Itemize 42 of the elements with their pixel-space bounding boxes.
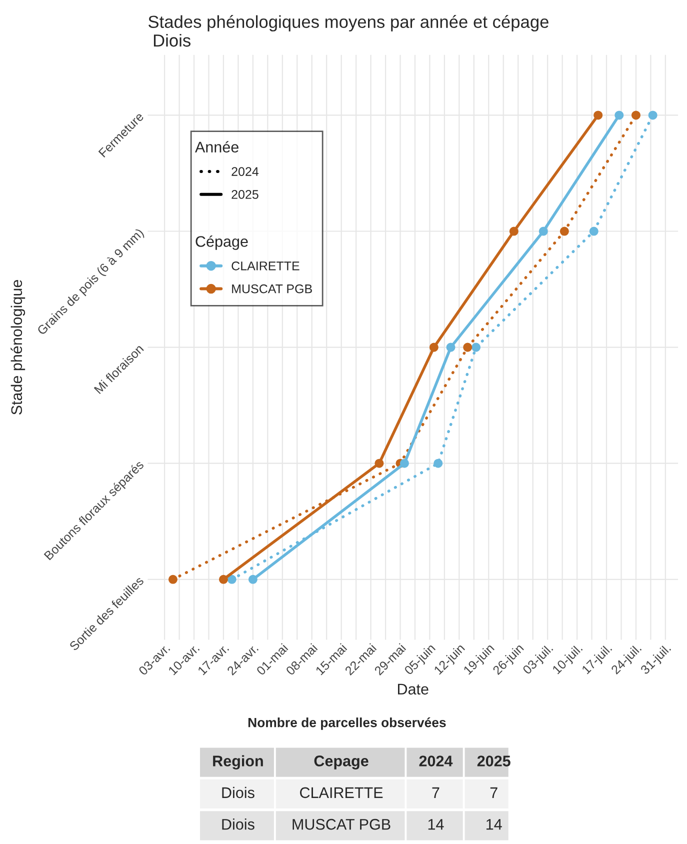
- legend-label: 2025: [232, 190, 258, 199]
- text: 14: [428, 819, 444, 830]
- text: Diois: [222, 818, 254, 830]
- point: [168, 574, 178, 584]
- text: Année: [195, 141, 238, 153]
- category-label: 2024: [419, 756, 453, 766]
- legend-label: 2024: [232, 167, 259, 176]
- category-label: 2025: [477, 756, 510, 766]
- point: [560, 226, 569, 236]
- point: [374, 458, 384, 468]
- point: [589, 226, 598, 236]
- x-axis-title: Date: [398, 684, 428, 695]
- point: [227, 574, 236, 584]
- point: [538, 226, 548, 236]
- text: Nombre de parcelles observées: [248, 717, 446, 730]
- text: Cépage: [196, 235, 248, 250]
- legend-label: CLAIRETTE: [232, 261, 300, 270]
- point: [594, 110, 603, 120]
- point: [429, 342, 438, 352]
- point: [472, 342, 481, 352]
- point: [218, 574, 228, 584]
- point: [509, 226, 518, 236]
- chart-subtitle: Diois: [154, 34, 190, 47]
- legend-label: MUSCAT PGB: [232, 284, 312, 294]
- text: Diois: [222, 786, 254, 798]
- chart-title: Stades phénologiques moyens par année et cépage: [148, 15, 548, 32]
- point: [446, 342, 456, 352]
- point: [614, 110, 624, 120]
- y-axis-title: Stade phénologique: [10, 280, 26, 415]
- text: 7: [490, 787, 498, 798]
- point: [434, 458, 443, 468]
- text: 7: [432, 787, 440, 798]
- point: [631, 110, 640, 120]
- text: MUSCAT PGB: [292, 818, 390, 830]
- point: [648, 110, 658, 120]
- text: CLAIRETTE: [300, 787, 383, 798]
- text: 14: [486, 819, 502, 830]
- point: [400, 458, 409, 468]
- point: [248, 574, 258, 584]
- point: [463, 342, 472, 352]
- category-label: Cepage: [314, 756, 368, 770]
- category-label: Region: [213, 755, 263, 770]
